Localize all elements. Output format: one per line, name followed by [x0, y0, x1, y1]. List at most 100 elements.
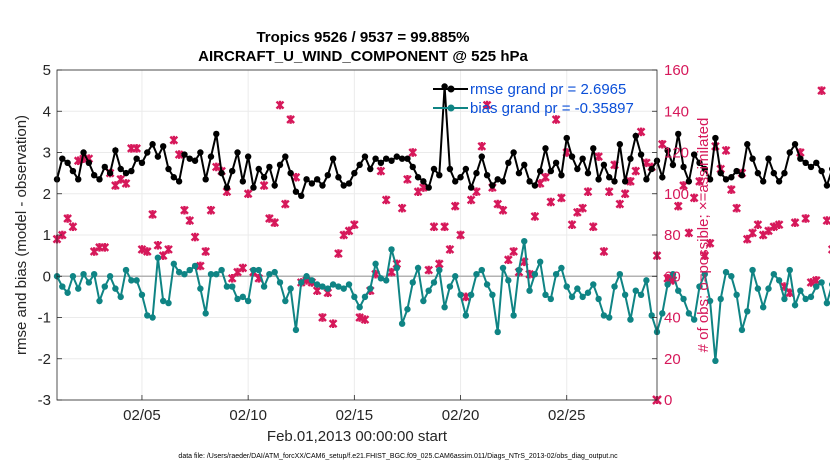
- bias-point: [85, 279, 93, 286]
- obs-marker: [63, 214, 72, 223]
- footnote: data file: /Users/raeder/DAI/ATM_forcXX/…: [178, 453, 618, 460]
- obs-marker: [583, 187, 593, 197]
- bias-point: [260, 283, 268, 290]
- bias-point: [303, 273, 310, 280]
- rmse-point: [558, 171, 565, 179]
- bias-point: [319, 283, 326, 290]
- bias-point: [579, 293, 586, 301]
- obs-marker: [424, 265, 434, 275]
- obs-marker: [270, 218, 280, 227]
- bias-point: [388, 246, 395, 253]
- rmse-point: [260, 174, 268, 181]
- rmse-point: [181, 151, 188, 158]
- bias-point: [499, 264, 507, 272]
- legend-rmse-marker: [447, 85, 455, 93]
- rmse-point: [759, 178, 767, 185]
- bias-point: [643, 277, 650, 284]
- obs-marker: [769, 222, 779, 232]
- bias-point: [159, 297, 167, 305]
- rmse-point: [218, 169, 225, 177]
- bias-point: [717, 295, 724, 303]
- obs-marker: [381, 195, 391, 205]
- bias-point: [781, 295, 788, 303]
- rmse-point: [207, 153, 215, 160]
- bias-point: [521, 237, 528, 245]
- bias-point: [186, 266, 193, 274]
- bias-point: [616, 270, 624, 278]
- rmse-point: [659, 174, 666, 181]
- bias-point: [255, 266, 262, 274]
- bias-point: [600, 312, 608, 319]
- rmse-point: [489, 182, 496, 189]
- rmse-point: [611, 178, 618, 185]
- rmse-point: [133, 155, 140, 162]
- obs-marker: [148, 210, 157, 219]
- bias-point: [791, 301, 799, 309]
- obs-marker: [477, 141, 487, 151]
- legend: rmse grand pr = 2.6965 bias grand pr = -…: [433, 81, 634, 117]
- bias-point: [441, 303, 448, 311]
- bias-point: [223, 283, 231, 290]
- obs-marker: [403, 174, 412, 184]
- rmse-point: [313, 176, 321, 183]
- y-axis-label: rmse and bias (model - observation): [13, 115, 30, 355]
- bias-point: [414, 264, 422, 272]
- y-tick-label: 3: [43, 145, 51, 162]
- rmse-point: [807, 163, 815, 171]
- obs-marker: [636, 127, 646, 137]
- bias-point: [765, 285, 772, 292]
- rmse-point: [637, 151, 645, 158]
- obs-marker: [626, 177, 635, 186]
- obs-marker: [137, 245, 147, 254]
- bias-point: [473, 270, 480, 278]
- obs-marker: [689, 193, 699, 203]
- rmse-point: [797, 155, 804, 162]
- rmse-point: [526, 178, 533, 185]
- bias-point: [59, 283, 66, 290]
- rmse-point: [112, 147, 119, 154]
- bias-point: [531, 270, 539, 278]
- rmse-point: [191, 157, 199, 164]
- obs-marker: [174, 150, 184, 159]
- rmse-point: [292, 188, 300, 195]
- bias-point: [101, 283, 108, 290]
- bias-point: [818, 279, 825, 286]
- rmse-point: [813, 159, 820, 167]
- bias-point: [409, 279, 416, 286]
- rmse-point: [590, 145, 597, 152]
- rmse-point: [266, 163, 273, 171]
- rmse-point: [138, 159, 146, 167]
- bias-point: [446, 283, 454, 290]
- obs-marker: [557, 193, 566, 203]
- bias-point: [398, 320, 406, 327]
- bias-point: [505, 277, 512, 284]
- bias-point: [744, 308, 751, 315]
- rmse-point: [690, 151, 698, 158]
- rmse-point: [361, 153, 369, 160]
- rmse-point: [648, 165, 655, 173]
- bias-point: [329, 281, 337, 288]
- rmse-point: [255, 165, 262, 173]
- bias-point: [298, 279, 305, 286]
- obs-marker: [185, 216, 195, 225]
- obs-marker: [588, 222, 598, 232]
- bias-point: [351, 293, 358, 301]
- obs-marker: [578, 203, 588, 213]
- bias-point: [494, 328, 501, 336]
- rmse-point: [467, 184, 475, 191]
- rmse-point: [287, 169, 294, 177]
- bias-point: [154, 254, 162, 261]
- rmse-point: [398, 155, 406, 162]
- bias-point: [823, 299, 830, 307]
- rmse-point: [483, 171, 491, 179]
- bias-point: [138, 291, 146, 299]
- rmse-point: [340, 182, 347, 189]
- bias-point: [106, 273, 114, 280]
- rmse-point: [802, 159, 809, 167]
- bias-point: [452, 273, 459, 280]
- y-right-tick-label: 80: [664, 227, 681, 244]
- bias-point: [536, 258, 544, 266]
- rmse-point: [69, 167, 77, 175]
- bias-point: [420, 297, 427, 305]
- obs-marker: [790, 218, 800, 227]
